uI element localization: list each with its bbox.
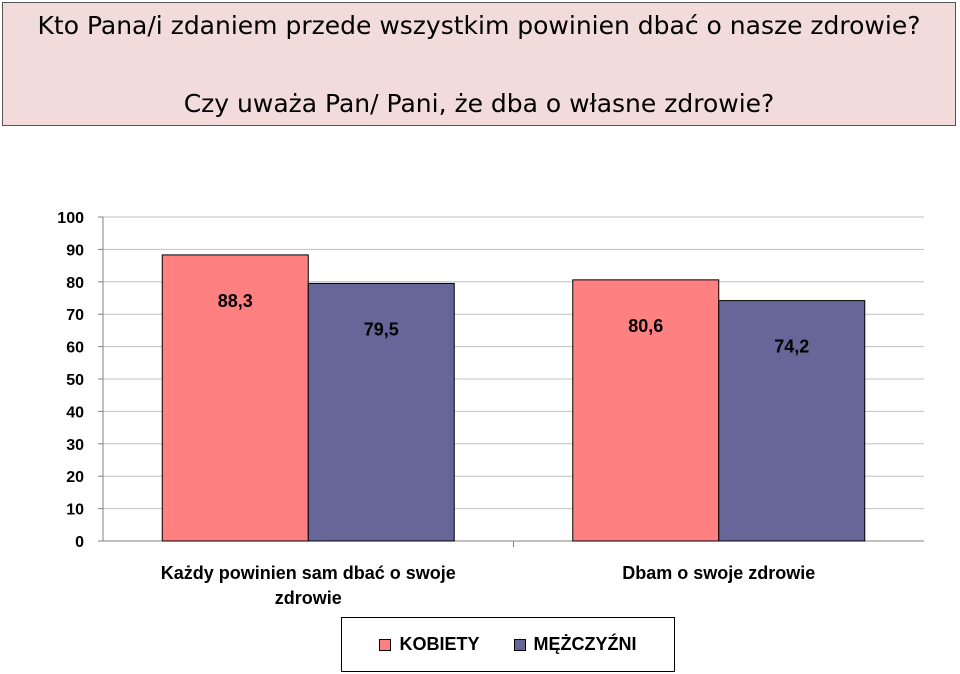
- data-label: 80,6: [628, 316, 663, 336]
- legend-swatch-kobiety: [379, 638, 392, 651]
- chart-legend: KOBIETY MĘŻCZYŹNI: [341, 617, 675, 672]
- y-tick-label: 90: [66, 242, 84, 259]
- bar: [307, 282, 455, 542]
- header-panel: Kto Pana/i zdaniem przede wszystkim powi…: [2, 2, 956, 126]
- legend-item-kobiety: KOBIETY: [379, 634, 480, 655]
- y-tick-label: 70: [66, 307, 84, 324]
- x-category-label: Dbam o swoje zdrowie: [622, 563, 815, 583]
- legend-label-mezczyzni: MĘŻCZYŹNI: [533, 634, 637, 654]
- y-tick-label: 10: [66, 502, 84, 519]
- legend-swatch-mezczyzni: [513, 638, 526, 651]
- y-tick-label: 80: [66, 275, 84, 292]
- y-tick-label: 60: [66, 340, 84, 357]
- bar: [718, 300, 866, 542]
- data-label: 79,5: [364, 319, 399, 339]
- y-tick-label: 100: [57, 210, 84, 227]
- x-category-label: zdrowie: [275, 588, 342, 608]
- data-label: 88,3: [218, 291, 253, 311]
- y-tick-label: 20: [66, 469, 84, 486]
- page-title: Kto Pana/i zdaniem przede wszystkim powi…: [37, 11, 921, 40]
- data-label: 74,2: [774, 337, 809, 357]
- legend-label-kobiety: KOBIETY: [399, 634, 480, 654]
- page-subtitle: Czy uważa Pan/ Pani, że dba o własne zdr…: [183, 89, 775, 118]
- bar: [572, 279, 720, 542]
- y-tick-label: 0: [75, 534, 84, 551]
- bar: [161, 254, 309, 542]
- y-tick-label: 30: [66, 437, 84, 454]
- y-tick-label: 40: [66, 404, 84, 421]
- y-tick-label: 50: [66, 372, 84, 389]
- x-category-label: Każdy powinien sam dbać o swoje: [161, 563, 456, 583]
- legend-item-mezczyzni: MĘŻCZYŹNI: [513, 634, 637, 655]
